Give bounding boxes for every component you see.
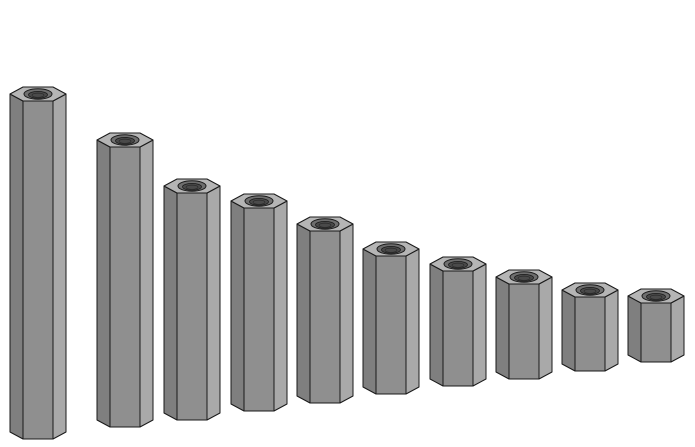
front-face: [508, 283, 540, 380]
front-face: [243, 207, 275, 412]
left-face: [9, 93, 24, 440]
standoff-2: [96, 132, 154, 428]
standoff-5: [296, 216, 354, 404]
right-face: [670, 295, 685, 363]
left-face: [362, 248, 377, 395]
left-face: [627, 295, 642, 363]
front-face: [375, 255, 407, 395]
front-face: [109, 146, 141, 428]
front-face: [574, 296, 606, 372]
thread-ring: [649, 294, 663, 300]
left-face: [561, 289, 576, 372]
front-face: [309, 230, 341, 404]
thread-ring: [384, 247, 398, 253]
left-face: [296, 223, 311, 404]
standoff-7: [429, 256, 487, 387]
left-face: [495, 276, 510, 380]
thread-ring: [31, 92, 45, 98]
front-face: [442, 270, 474, 387]
thread-ring: [318, 222, 332, 228]
standoff-4: [230, 193, 288, 412]
left-face: [163, 185, 178, 421]
right-face: [339, 223, 354, 404]
thread-ring: [185, 184, 199, 190]
standoff-3: [163, 178, 221, 421]
thread-ring: [451, 262, 465, 268]
right-face: [405, 248, 420, 395]
thread-ring: [252, 199, 266, 205]
front-face: [22, 100, 54, 440]
right-face: [52, 93, 67, 440]
thread-ring: [118, 138, 132, 144]
front-face: [640, 302, 672, 363]
thread-ring: [517, 275, 531, 281]
thread-ring: [583, 288, 597, 294]
right-face: [273, 200, 288, 412]
standoff-8: [495, 269, 553, 380]
left-face: [429, 263, 444, 387]
right-face: [206, 185, 221, 421]
right-face: [604, 289, 619, 372]
standoff-6: [362, 241, 420, 395]
left-face: [230, 200, 245, 412]
right-face: [139, 139, 154, 428]
right-face: [538, 276, 553, 380]
standoff-10: [627, 288, 685, 363]
left-face: [96, 139, 111, 428]
front-face: [176, 192, 208, 421]
standoff-9: [561, 282, 619, 372]
standoff-1: [9, 86, 67, 440]
right-face: [472, 263, 487, 387]
